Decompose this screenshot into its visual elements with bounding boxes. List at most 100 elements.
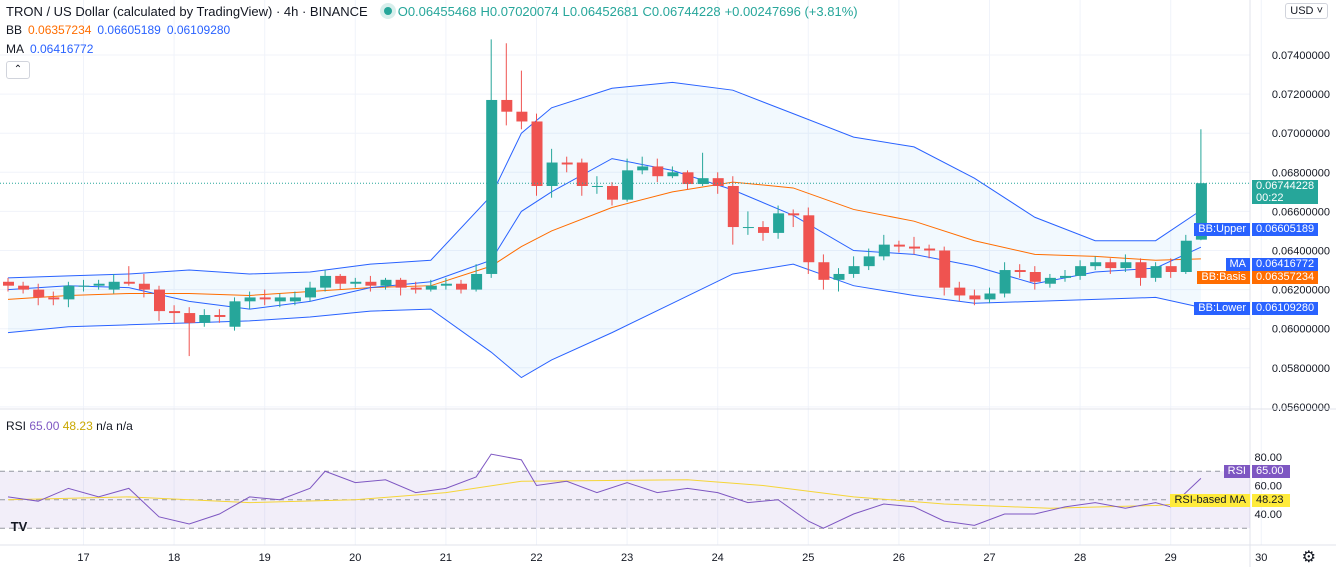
symbol-title[interactable]: TRON / US Dollar (calculated by TradingV… bbox=[6, 4, 368, 19]
tradingview-logo[interactable]: TV bbox=[10, 519, 28, 534]
candle-body bbox=[501, 99, 513, 112]
price-tick-label: 0.06200000 bbox=[1272, 285, 1330, 297]
price-tick-label: 0.06000000 bbox=[1272, 324, 1330, 336]
bb-lower-tag-label: BB:Lower bbox=[1194, 302, 1250, 315]
candle-body bbox=[123, 281, 135, 284]
bb-basis-tag: 0.06357234 bbox=[1252, 271, 1319, 284]
candle-body bbox=[365, 281, 377, 286]
price-tick-label: 0.07400000 bbox=[1272, 50, 1330, 62]
time-tick-label: 30 bbox=[1255, 552, 1267, 564]
candle-body bbox=[305, 287, 316, 298]
time-tick-label: 21 bbox=[440, 552, 452, 564]
ma-tag: 0.06416772 bbox=[1252, 258, 1319, 271]
time-tick-label: 29 bbox=[1165, 552, 1177, 564]
price-tick-label: 0.06400000 bbox=[1272, 246, 1330, 258]
close-value: C0.06744228 bbox=[642, 4, 721, 19]
rsi-tick-label: 60.00 bbox=[1254, 481, 1282, 493]
candle-body bbox=[214, 315, 226, 317]
candle-body bbox=[622, 170, 634, 200]
candle-body bbox=[350, 281, 362, 284]
chevron-up-icon[interactable]: ⌃ bbox=[6, 61, 30, 79]
candle-body bbox=[3, 281, 14, 286]
candle-body bbox=[803, 215, 815, 263]
candle-body bbox=[893, 244, 905, 247]
rsi-legend[interactable]: RSI 65.00 48.23 n/a n/a bbox=[6, 419, 133, 433]
candle-body bbox=[1165, 266, 1177, 273]
currency-label: USD bbox=[1290, 5, 1314, 17]
rsi-tick-label: 40.00 bbox=[1254, 509, 1282, 521]
candle-body bbox=[1090, 262, 1102, 267]
low-value: L0.06452681 bbox=[562, 4, 639, 19]
candle-body bbox=[909, 246, 920, 249]
open-value: O0.06455468 bbox=[397, 4, 477, 19]
candle-body bbox=[531, 121, 543, 186]
rsi-tag-label: RSI bbox=[1223, 465, 1250, 478]
time-tick-label: 17 bbox=[77, 552, 89, 564]
candle-body bbox=[682, 172, 694, 185]
bb-lower-value: 0.06109280 bbox=[166, 23, 231, 37]
candle-body bbox=[984, 293, 996, 300]
rsi-line bbox=[7, 453, 1202, 529]
candle-body bbox=[833, 273, 845, 280]
rsi-tick-label: 80.00 bbox=[1254, 452, 1282, 464]
price-tick-label: 0.06800000 bbox=[1272, 167, 1330, 179]
candle-body bbox=[969, 295, 981, 300]
bb-label: BB bbox=[6, 23, 23, 37]
candle-body bbox=[486, 99, 498, 274]
candle-body bbox=[773, 213, 785, 233]
candle-body bbox=[591, 185, 603, 187]
candle-body bbox=[244, 297, 256, 302]
candle-body bbox=[924, 248, 936, 251]
candle-body bbox=[878, 244, 890, 257]
bb-upper-tag: 0.06605189 bbox=[1252, 223, 1319, 236]
bb-upper-tag-label: BB:Upper bbox=[1194, 223, 1250, 236]
candle-body bbox=[561, 162, 573, 165]
candle-body bbox=[320, 275, 332, 288]
candle-body bbox=[546, 162, 558, 186]
bb-upper-value: 0.06605189 bbox=[97, 23, 161, 37]
candle-body bbox=[758, 227, 769, 233]
candle-body bbox=[48, 297, 60, 300]
candle-body bbox=[259, 297, 271, 300]
candle-body bbox=[939, 250, 951, 288]
candle-body bbox=[607, 185, 618, 200]
price-tick-label: 0.07200000 bbox=[1272, 89, 1330, 101]
candle-body bbox=[1029, 272, 1041, 282]
candle-body bbox=[274, 297, 286, 302]
time-tick-label: 24 bbox=[712, 552, 724, 564]
ma-legend[interactable]: MA 0.06416772 bbox=[6, 42, 99, 56]
bb-basis-line bbox=[7, 181, 1201, 300]
market-status-icon bbox=[383, 7, 392, 15]
candle-body bbox=[471, 273, 483, 290]
bb-upper-line bbox=[7, 81, 1202, 279]
candle-body bbox=[63, 285, 75, 300]
bollinger-band-fill bbox=[8, 82, 1201, 378]
candle-body bbox=[1060, 275, 1071, 278]
candle-body bbox=[1195, 183, 1207, 240]
candle-body bbox=[954, 287, 966, 296]
bb-legend[interactable]: BB 0.06357234 0.06605189 0.06109280 bbox=[6, 23, 236, 37]
candle-body bbox=[440, 283, 452, 286]
candle-body bbox=[184, 313, 196, 323]
candle-body bbox=[576, 162, 588, 186]
rsi-ma-tag: 48.23 bbox=[1252, 494, 1290, 507]
rsi-na-2: n/a bbox=[116, 419, 133, 433]
price-tick-label: 0.05800000 bbox=[1272, 363, 1330, 375]
candle-body bbox=[788, 213, 800, 216]
candle-body bbox=[380, 279, 392, 286]
gear-icon[interactable]: ⚙ bbox=[1301, 549, 1316, 566]
price-tick-label: 0.07000000 bbox=[1272, 128, 1330, 140]
time-tick-label: 22 bbox=[530, 552, 542, 564]
currency-select[interactable]: USD ˅ bbox=[1285, 3, 1328, 19]
candle-body bbox=[410, 287, 422, 290]
candle-body bbox=[154, 289, 165, 312]
symbol-legend: TRON / US Dollar (calculated by TradingV… bbox=[6, 4, 864, 19]
rsi-label: RSI bbox=[6, 419, 27, 433]
candle-body bbox=[637, 166, 649, 171]
time-tick-label: 19 bbox=[259, 552, 271, 564]
rsi-na-1: n/a bbox=[96, 419, 113, 433]
candle-body bbox=[727, 185, 739, 228]
ma-label: MA bbox=[6, 42, 24, 56]
bb-basis-tag-label: BB:Basis bbox=[1197, 271, 1250, 284]
